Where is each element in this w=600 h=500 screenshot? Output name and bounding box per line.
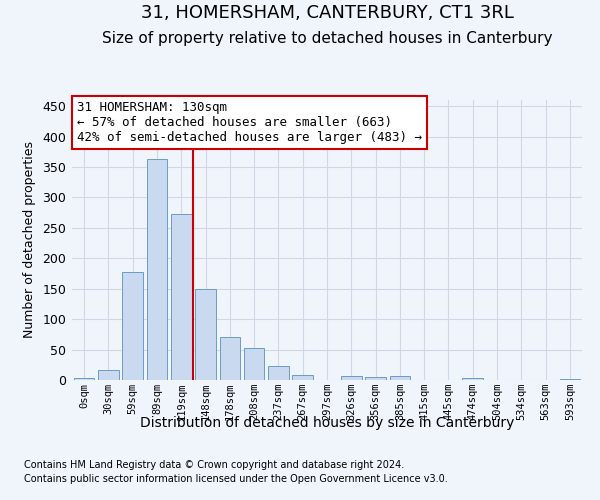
Text: Contains HM Land Registry data © Crown copyright and database right 2024.: Contains HM Land Registry data © Crown c… [24,460,404,470]
Text: 31 HOMERSHAM: 130sqm
← 57% of detached houses are smaller (663)
42% of semi-deta: 31 HOMERSHAM: 130sqm ← 57% of detached h… [77,102,422,144]
Text: Size of property relative to detached houses in Canterbury: Size of property relative to detached ho… [102,30,552,46]
Bar [220,338,240,380]
Bar [195,288,216,380]
Bar [171,214,191,380]
Text: Contains public sector information licensed under the Open Government Licence v3: Contains public sector information licen… [24,474,448,484]
Y-axis label: Number of detached properties: Number of detached properties [23,142,35,338]
Bar [365,377,386,380]
Bar [389,376,410,380]
Bar [292,374,313,380]
Text: Distribution of detached houses by size in Canterbury: Distribution of detached houses by size … [140,416,514,430]
Bar [122,272,143,380]
Text: 31, HOMERSHAM, CANTERBURY, CT1 3RL: 31, HOMERSHAM, CANTERBURY, CT1 3RL [140,4,514,22]
Bar [463,378,483,380]
Bar [98,370,119,380]
Bar [244,348,265,380]
Bar [146,159,167,380]
Bar [560,379,580,380]
Bar [268,366,289,380]
Bar [74,378,94,380]
Bar [341,376,362,380]
